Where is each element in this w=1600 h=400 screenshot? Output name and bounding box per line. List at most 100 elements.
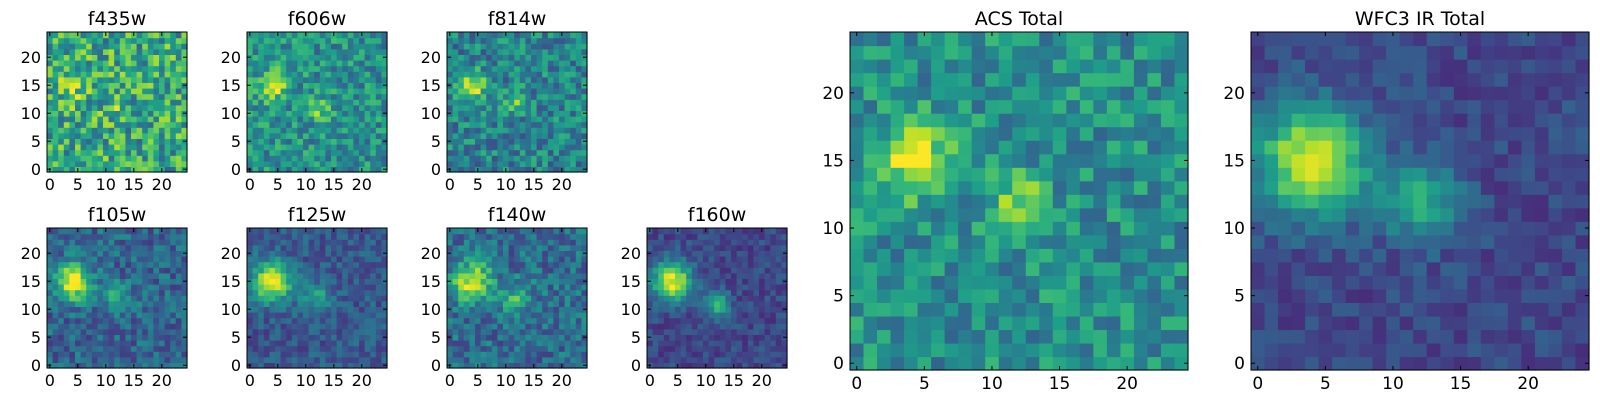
cell	[531, 289, 538, 296]
cell	[759, 244, 766, 251]
cell	[559, 233, 566, 240]
cell	[325, 362, 332, 369]
cell	[491, 295, 498, 302]
cell	[497, 155, 504, 162]
cell	[108, 144, 115, 151]
cell	[686, 278, 693, 285]
cell	[781, 300, 788, 307]
cell	[353, 37, 360, 44]
cell	[1133, 167, 1149, 182]
cell	[514, 267, 521, 274]
cell	[303, 110, 310, 117]
cell	[170, 121, 177, 128]
cell	[297, 104, 304, 111]
cell	[519, 334, 526, 341]
cell	[1052, 194, 1067, 209]
cell	[675, 256, 682, 263]
cell	[119, 323, 126, 330]
cell	[86, 88, 93, 95]
cell	[263, 93, 270, 100]
cell	[275, 138, 282, 145]
cell	[170, 82, 177, 89]
cell	[1120, 302, 1135, 317]
cell	[119, 278, 126, 285]
cell	[759, 267, 766, 274]
cell	[119, 160, 126, 167]
cell	[525, 60, 532, 67]
cell	[164, 110, 171, 117]
cell	[136, 340, 143, 347]
cell	[353, 312, 360, 319]
cell	[1039, 221, 1054, 236]
cell	[119, 267, 126, 274]
cell	[175, 65, 182, 72]
cell	[781, 340, 788, 347]
cell	[153, 127, 160, 134]
cell	[91, 37, 98, 44]
cell	[280, 116, 287, 123]
cell	[531, 267, 538, 274]
cell	[47, 160, 54, 167]
cell	[581, 88, 588, 95]
cell	[570, 76, 577, 83]
cell	[319, 99, 326, 106]
cell	[325, 65, 332, 72]
cell	[147, 37, 154, 44]
cell	[47, 48, 54, 55]
cell	[325, 144, 332, 151]
cell	[181, 345, 188, 352]
cell	[108, 76, 115, 83]
cell	[252, 312, 259, 319]
cell	[1012, 315, 1027, 331]
cell	[553, 278, 560, 285]
cell	[258, 351, 265, 358]
cell	[52, 233, 59, 240]
cell	[547, 166, 554, 173]
cell	[731, 295, 738, 302]
cell	[998, 315, 1013, 331]
cell	[286, 261, 293, 268]
cell	[175, 110, 182, 117]
cell	[103, 250, 110, 257]
cell	[86, 93, 93, 100]
cell	[52, 93, 59, 100]
cell	[375, 250, 382, 257]
cell	[508, 166, 515, 173]
cell	[775, 345, 782, 352]
cell	[1012, 221, 1027, 236]
cell	[58, 351, 65, 358]
cell	[108, 351, 115, 358]
cell	[286, 295, 293, 302]
cell	[297, 317, 304, 324]
cell	[269, 239, 276, 246]
cell	[136, 351, 143, 358]
cell	[559, 48, 566, 55]
cell	[97, 306, 104, 313]
cell	[877, 221, 892, 236]
cell	[475, 323, 482, 330]
cell	[69, 144, 76, 151]
cell	[136, 244, 143, 251]
cell	[291, 340, 298, 347]
cell	[47, 300, 54, 307]
cell	[714, 345, 721, 352]
cell	[703, 267, 710, 274]
cell	[280, 144, 287, 151]
cell	[1174, 288, 1189, 303]
cell	[359, 132, 366, 139]
cell	[1133, 221, 1149, 236]
cell	[697, 334, 704, 341]
cell	[536, 312, 543, 319]
cell	[342, 289, 349, 296]
cell	[375, 239, 382, 246]
cell	[280, 76, 287, 83]
cell	[469, 37, 476, 44]
cell	[258, 144, 265, 151]
cell	[447, 149, 454, 156]
cell	[63, 82, 70, 89]
cell	[181, 104, 188, 111]
cell	[291, 295, 298, 302]
cell	[297, 233, 304, 240]
cell	[581, 155, 588, 162]
cell	[308, 82, 315, 89]
